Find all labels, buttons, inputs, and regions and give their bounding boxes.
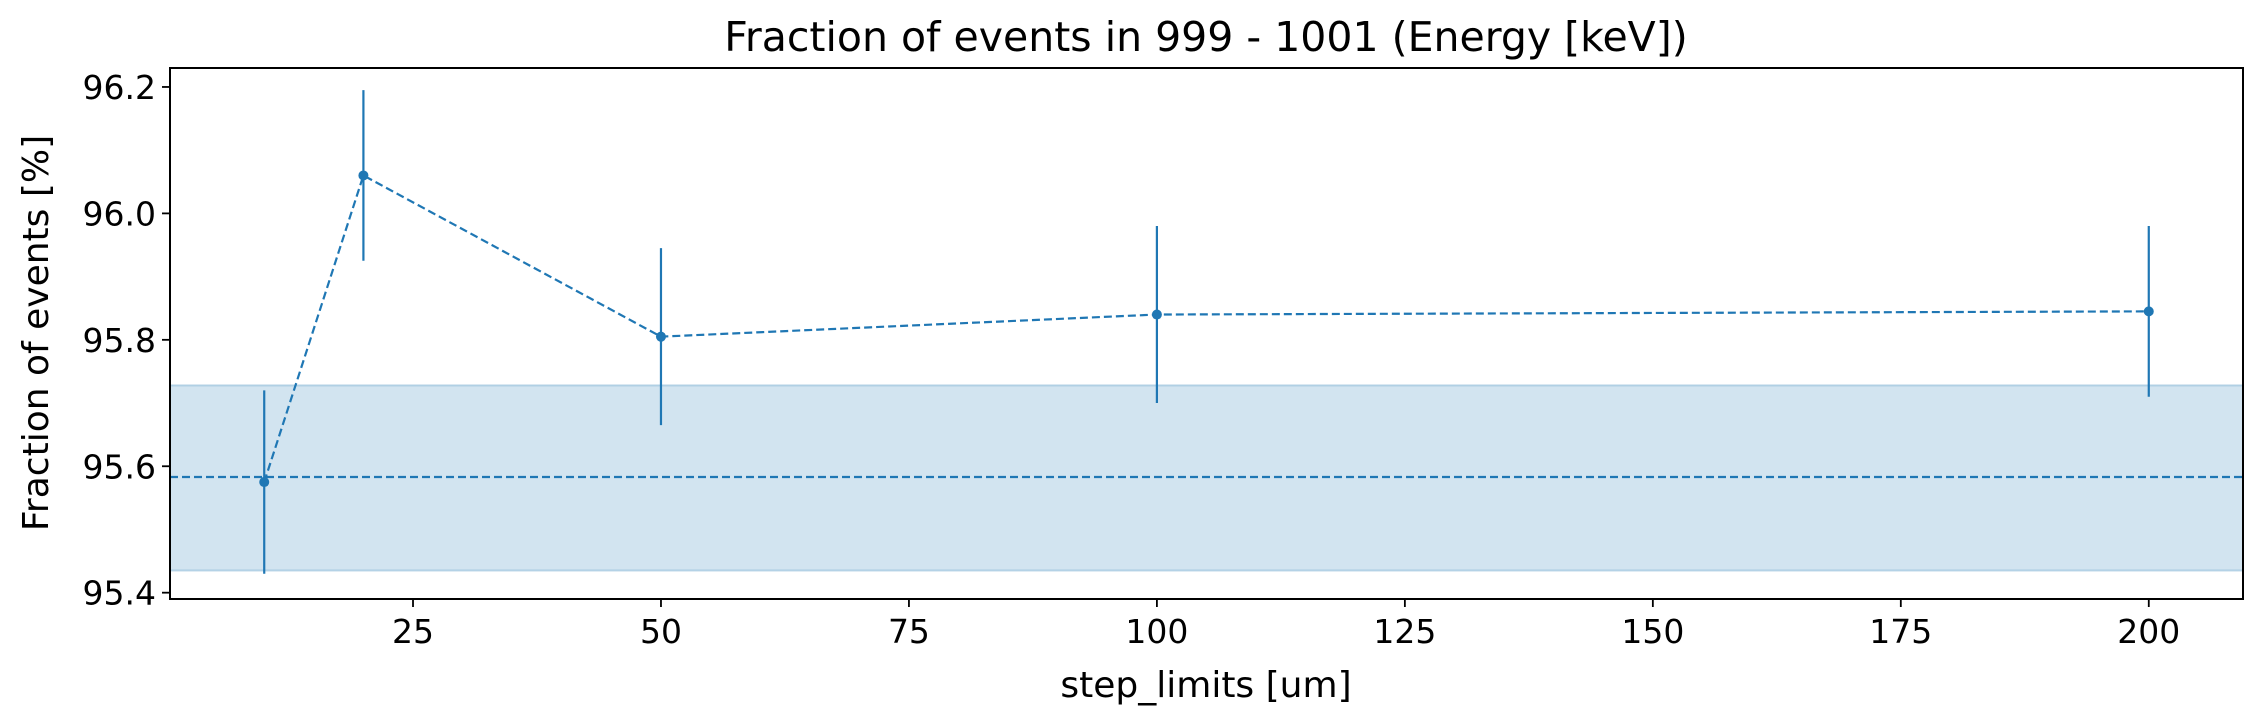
x-tick-label: 125 bbox=[1373, 612, 1436, 651]
plot-area bbox=[169, 90, 2244, 574]
x-axis-label: step_limits [um] bbox=[1060, 665, 1351, 706]
y-tick-label: 95.4 bbox=[83, 574, 156, 613]
x-tick-label: 75 bbox=[888, 612, 930, 651]
axis-ticks: 25 50 75 100 125 150 175 200 95.4 95.6 95.8 96.0 96.… bbox=[83, 68, 2181, 651]
data-point bbox=[655, 331, 666, 342]
y-axis-label: Fraction of events [%] bbox=[16, 135, 57, 531]
data-point bbox=[259, 477, 270, 488]
y-tick-label: 95.8 bbox=[83, 321, 156, 360]
axes-frame bbox=[169, 67, 2244, 600]
y-tick-label: 96.2 bbox=[83, 68, 156, 107]
data-point bbox=[2143, 306, 2154, 317]
x-tick-label: 25 bbox=[392, 612, 434, 651]
data-point bbox=[1151, 309, 1162, 320]
data-point bbox=[358, 170, 369, 181]
y-tick-label: 95.6 bbox=[83, 447, 156, 486]
x-tick-label: 100 bbox=[1125, 612, 1188, 651]
x-tick-label: 175 bbox=[1869, 612, 1932, 651]
x-tick-label: 200 bbox=[2117, 612, 2180, 651]
x-tick-label: 50 bbox=[640, 612, 682, 651]
y-tick-label: 96.0 bbox=[83, 194, 156, 233]
chart-title: Fraction of events in 999 - 1001 (Energy… bbox=[724, 13, 1687, 61]
x-tick-label: 150 bbox=[1621, 612, 1684, 651]
